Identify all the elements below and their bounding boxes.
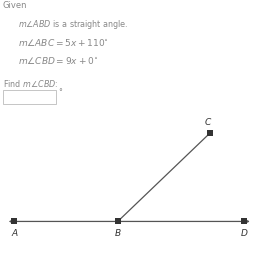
Text: B: B <box>115 229 121 238</box>
Text: A: A <box>11 229 17 238</box>
Text: Given: Given <box>3 1 27 10</box>
Text: $m\angle ABD$ is a straight angle.: $m\angle ABD$ is a straight angle. <box>18 18 128 31</box>
Text: $m\angle ABC = 5x + 110^{\circ}$: $m\angle ABC = 5x + 110^{\circ}$ <box>18 37 109 48</box>
Point <box>208 131 212 135</box>
Text: D: D <box>241 229 248 238</box>
FancyBboxPatch shape <box>3 90 56 104</box>
Point <box>242 219 247 223</box>
Point <box>116 219 120 223</box>
Text: $m\angle CBD = 9x + 0^{\circ}$: $m\angle CBD = 9x + 0^{\circ}$ <box>18 55 98 66</box>
Point <box>12 219 16 223</box>
Text: Find $m\angle CBD$:: Find $m\angle CBD$: <box>3 78 58 89</box>
Text: °: ° <box>58 88 62 97</box>
Text: C: C <box>204 118 210 127</box>
